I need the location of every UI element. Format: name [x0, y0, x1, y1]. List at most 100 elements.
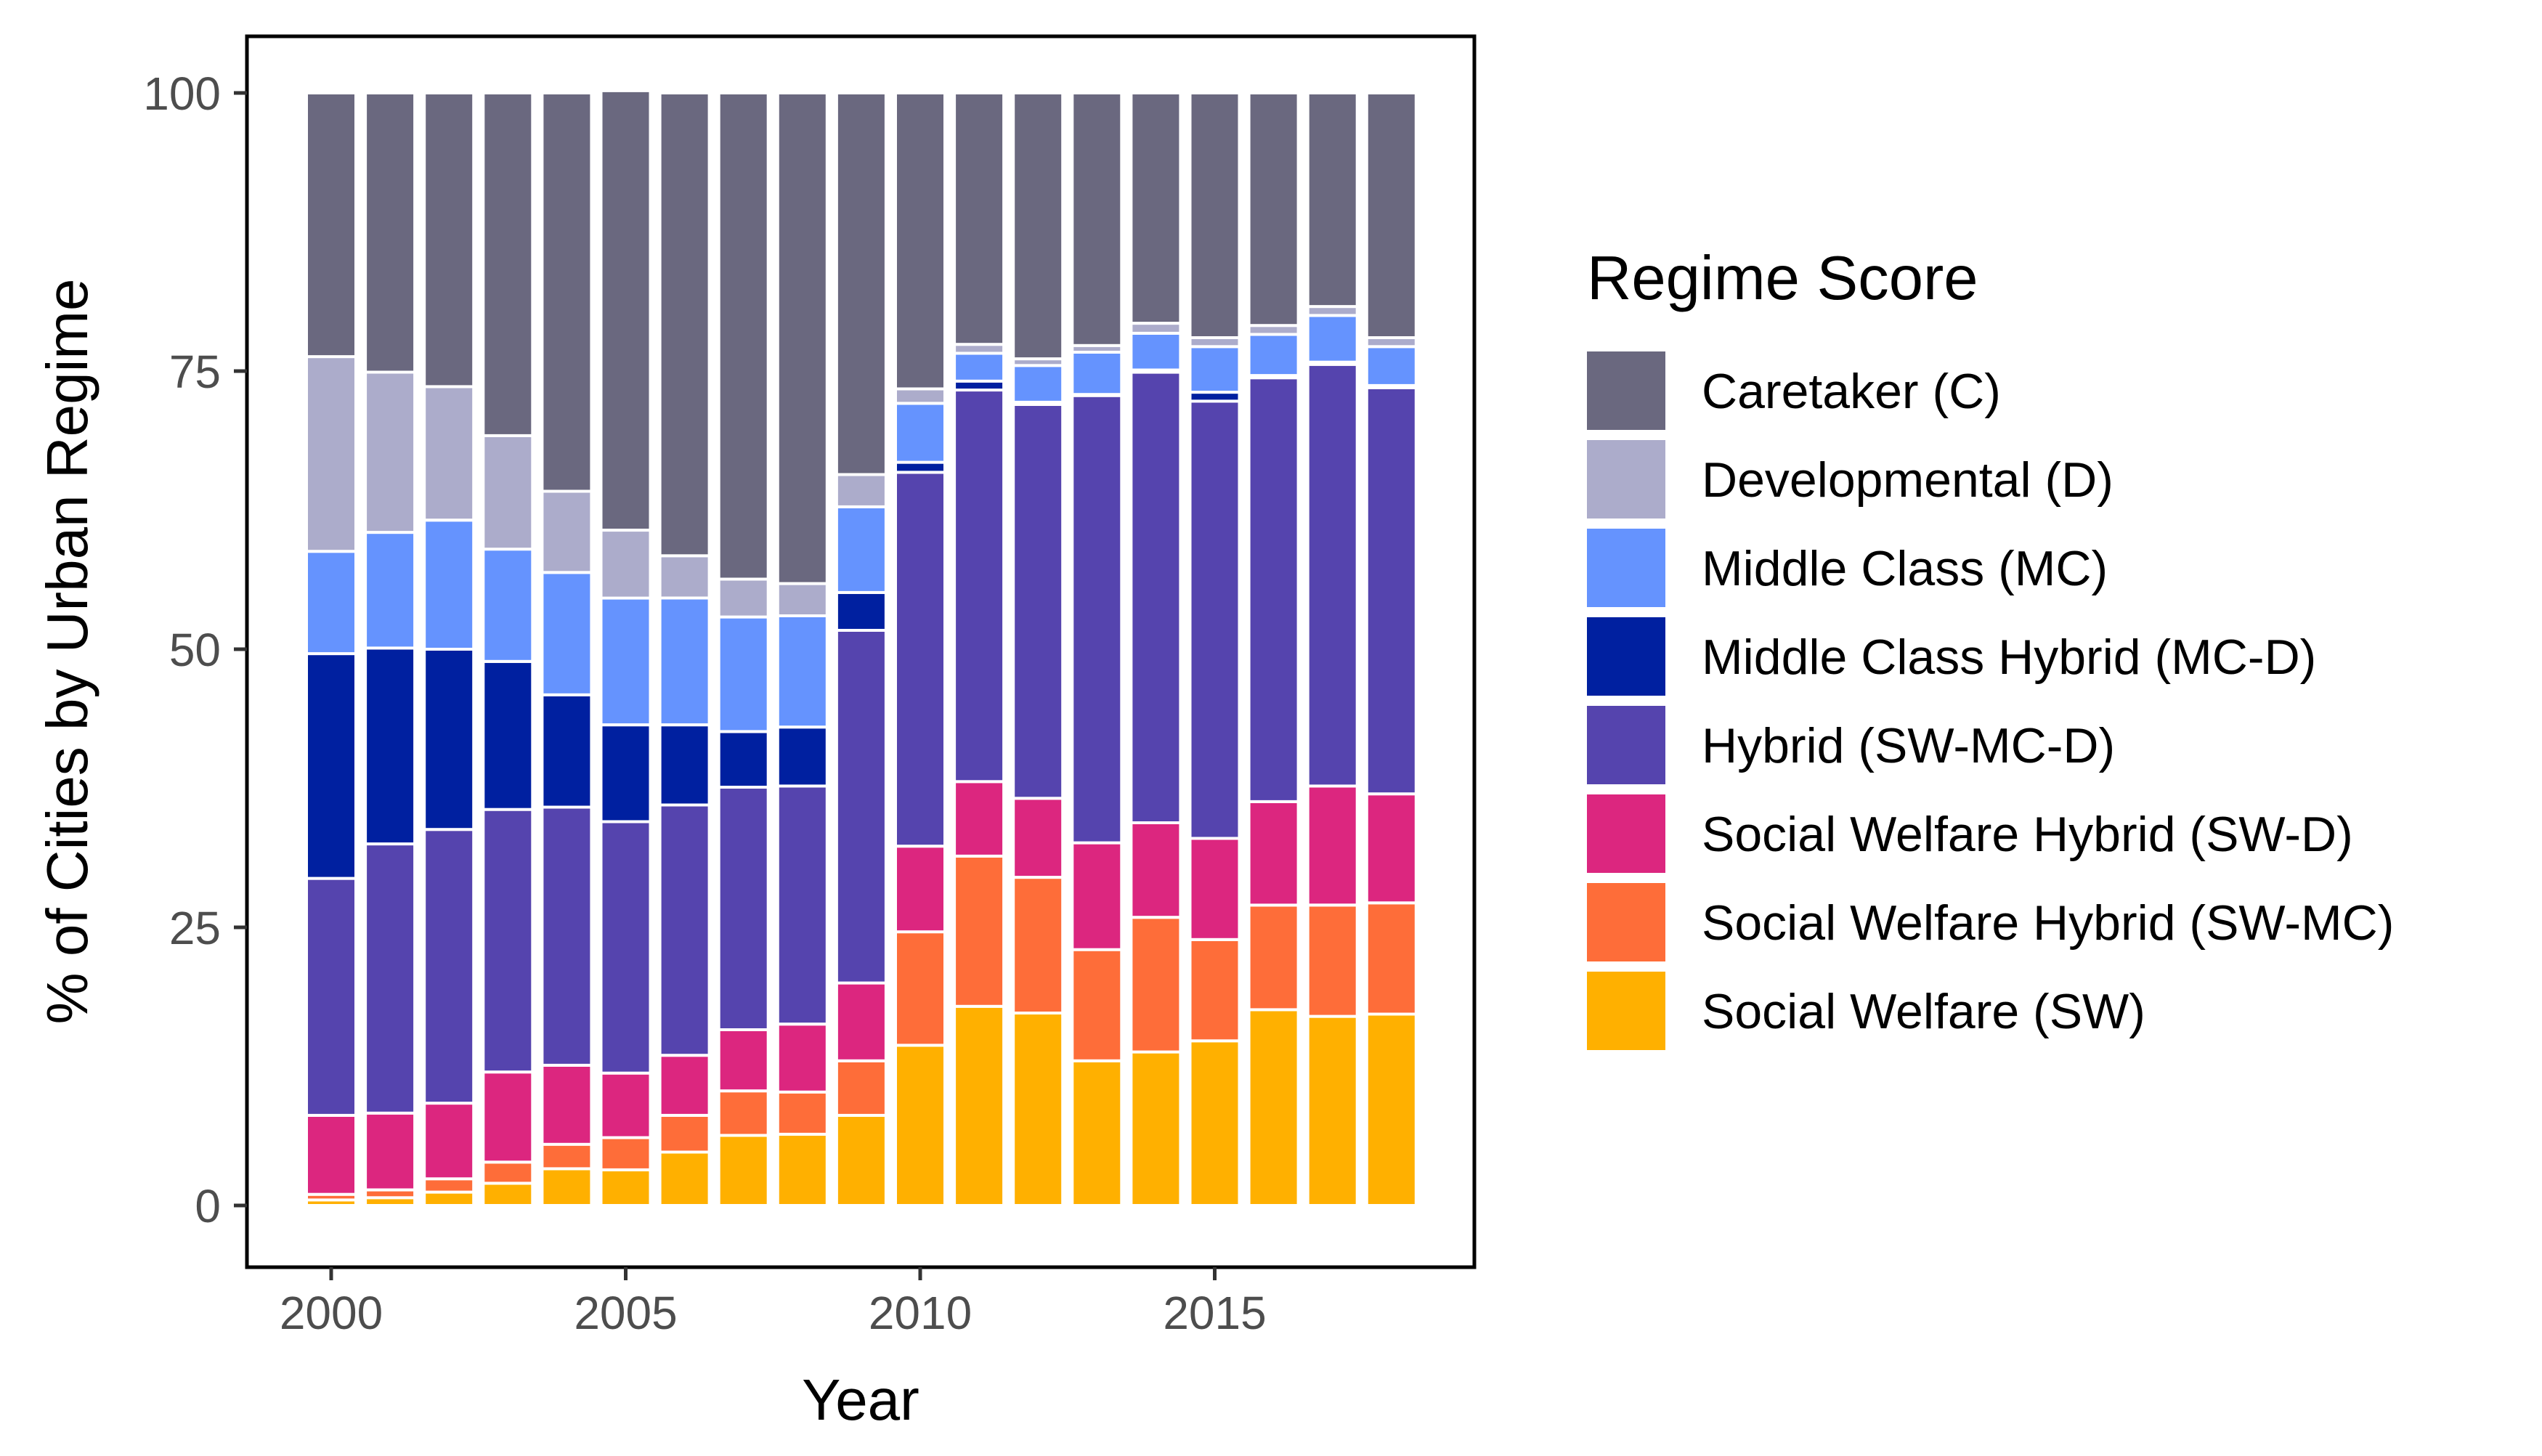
legend-swatch — [1587, 706, 1665, 784]
bar-segment-2002-series-6 — [423, 385, 476, 522]
bar-segment-2006-series-0 — [658, 1150, 711, 1207]
legend: Caretaker (C) Developmental (D) Middle Cla… — [1587, 351, 2394, 1050]
bar-segment-2004-series-1 — [540, 1142, 593, 1171]
bar-segment-2013-series-7 — [1071, 91, 1124, 347]
y-tick-label: 75 — [169, 346, 221, 398]
bar-segment-2018-series-5 — [1365, 345, 1418, 387]
bar-segment-2004-series-4 — [540, 693, 593, 809]
bar-segment-2005-series-6 — [599, 529, 652, 600]
bar-segment-2000-series-5 — [305, 550, 357, 656]
legend-label: Hybrid (SW-MC-D) — [1702, 718, 2115, 773]
bar-segment-2001-series-2 — [364, 1111, 417, 1192]
bar-segment-2004-series-5 — [540, 571, 593, 696]
bar-segment-2010-series-2 — [894, 845, 946, 934]
bar-segment-2006-series-2 — [658, 1054, 711, 1117]
bar-segment-2013-series-0 — [1071, 1059, 1124, 1208]
bar-segment-2000-series-2 — [305, 1113, 357, 1196]
bar-segment-2016-series-1 — [1247, 903, 1300, 1012]
bar-segment-2016-series-2 — [1247, 800, 1300, 907]
bar-segment-2002-series-7 — [423, 91, 476, 389]
bar-segment-2015-series-2 — [1188, 837, 1241, 941]
bar-segment-2007-series-2 — [717, 1028, 770, 1093]
bar-segment-2016-series-0 — [1247, 1008, 1300, 1208]
legend-swatch — [1587, 617, 1665, 696]
bar-segment-2007-series-6 — [717, 577, 770, 619]
bar-segment-2003-series-6 — [482, 434, 535, 551]
legend-swatch — [1587, 883, 1665, 961]
bar-segment-2003-series-2 — [482, 1070, 535, 1164]
bar-segment-2012-series-7 — [1012, 91, 1065, 361]
bars-layer — [305, 89, 1418, 1208]
x-tick-label: 2000 — [280, 1287, 383, 1339]
bar-segment-2015-series-1 — [1188, 938, 1241, 1043]
legend-label: Social Welfare (SW) — [1702, 984, 2145, 1039]
bar-segment-2007-series-4 — [717, 730, 770, 789]
bar-segment-2017-series-1 — [1306, 903, 1359, 1018]
bar-segment-2007-series-7 — [717, 91, 770, 581]
bar-segment-2006-series-6 — [658, 554, 711, 600]
bar-segment-2009-series-3 — [835, 629, 888, 985]
bar-segment-2005-series-4 — [599, 723, 652, 823]
x-tick-label: 2010 — [869, 1287, 972, 1339]
legend-label: Developmental (D) — [1702, 452, 2113, 508]
bar-segment-2002-series-0 — [423, 1190, 476, 1207]
bar-segment-2010-series-6 — [894, 387, 946, 405]
bar-segment-2002-series-3 — [423, 828, 476, 1105]
bar-segment-2010-series-3 — [894, 471, 946, 848]
bar-segment-2001-series-5 — [364, 531, 417, 650]
bar-segment-2011-series-0 — [953, 1004, 1006, 1208]
bar-segment-2016-series-5 — [1247, 333, 1300, 378]
bar-segment-2008-series-4 — [776, 725, 829, 788]
bar-segment-2014-series-2 — [1129, 821, 1182, 919]
bar-segment-2016-series-7 — [1247, 91, 1300, 328]
bar-segment-2017-series-3 — [1306, 362, 1359, 788]
bar-segment-2004-series-2 — [540, 1064, 593, 1146]
legend-swatch — [1587, 440, 1665, 518]
y-tick-label: 0 — [195, 1180, 221, 1232]
bar-segment-2005-series-5 — [599, 596, 652, 727]
bar-segment-2006-series-7 — [658, 91, 711, 558]
bar-segment-2000-series-3 — [305, 877, 357, 1117]
bar-segment-2010-series-4 — [894, 460, 946, 474]
bar-segment-2015-series-5 — [1188, 345, 1241, 394]
bar-segment-2016-series-3 — [1247, 376, 1300, 803]
bar-segment-2007-series-5 — [717, 615, 770, 733]
bar-segment-2000-series-6 — [305, 355, 357, 553]
bar-segment-2017-series-7 — [1306, 91, 1359, 309]
bar-segment-2011-series-2 — [953, 780, 1006, 858]
bar-segment-2004-series-0 — [540, 1167, 593, 1208]
y-tick-label: 25 — [169, 902, 221, 954]
bar-segment-2011-series-3 — [953, 389, 1006, 784]
bar-segment-2004-series-6 — [540, 489, 593, 574]
bar-segment-2000-series-7 — [305, 91, 357, 359]
bar-segment-2013-series-1 — [1071, 948, 1124, 1062]
bar-segment-2006-series-3 — [658, 803, 711, 1057]
legend-swatch — [1587, 351, 1665, 430]
legend-label: Social Welfare Hybrid (SW-D) — [1702, 807, 2353, 862]
bar-segment-2008-series-1 — [776, 1090, 829, 1136]
bar-segment-2018-series-1 — [1365, 901, 1418, 1016]
bar-segment-2008-series-0 — [776, 1133, 829, 1207]
bar-segment-2011-series-7 — [953, 91, 1006, 346]
bar-segment-2004-series-3 — [540, 805, 593, 1067]
bar-segment-2010-series-5 — [894, 402, 946, 464]
legend-label: Middle Class Hybrid (MC-D) — [1702, 630, 2316, 685]
x-tick-label: 2015 — [1163, 1287, 1266, 1339]
bar-segment-2003-series-7 — [482, 91, 535, 437]
bar-segment-2010-series-1 — [894, 930, 946, 1047]
bar-segment-2003-series-3 — [482, 808, 535, 1074]
bar-segment-2012-series-5 — [1012, 364, 1065, 404]
bar-segment-2008-series-2 — [776, 1022, 829, 1094]
bar-segment-2014-series-7 — [1129, 91, 1182, 325]
bar-segment-2018-series-2 — [1365, 792, 1418, 905]
bar-segment-2010-series-0 — [894, 1044, 946, 1208]
bar-segment-2013-series-2 — [1071, 841, 1124, 951]
bar-segment-2014-series-1 — [1129, 916, 1182, 1054]
bar-segment-2014-series-3 — [1129, 370, 1182, 824]
bar-segment-2005-series-0 — [599, 1168, 652, 1207]
bar-segment-2015-series-7 — [1188, 91, 1241, 339]
bar-segment-2006-series-5 — [658, 596, 711, 727]
bar-segment-2013-series-5 — [1071, 351, 1124, 396]
bar-segment-2005-series-3 — [599, 820, 652, 1075]
